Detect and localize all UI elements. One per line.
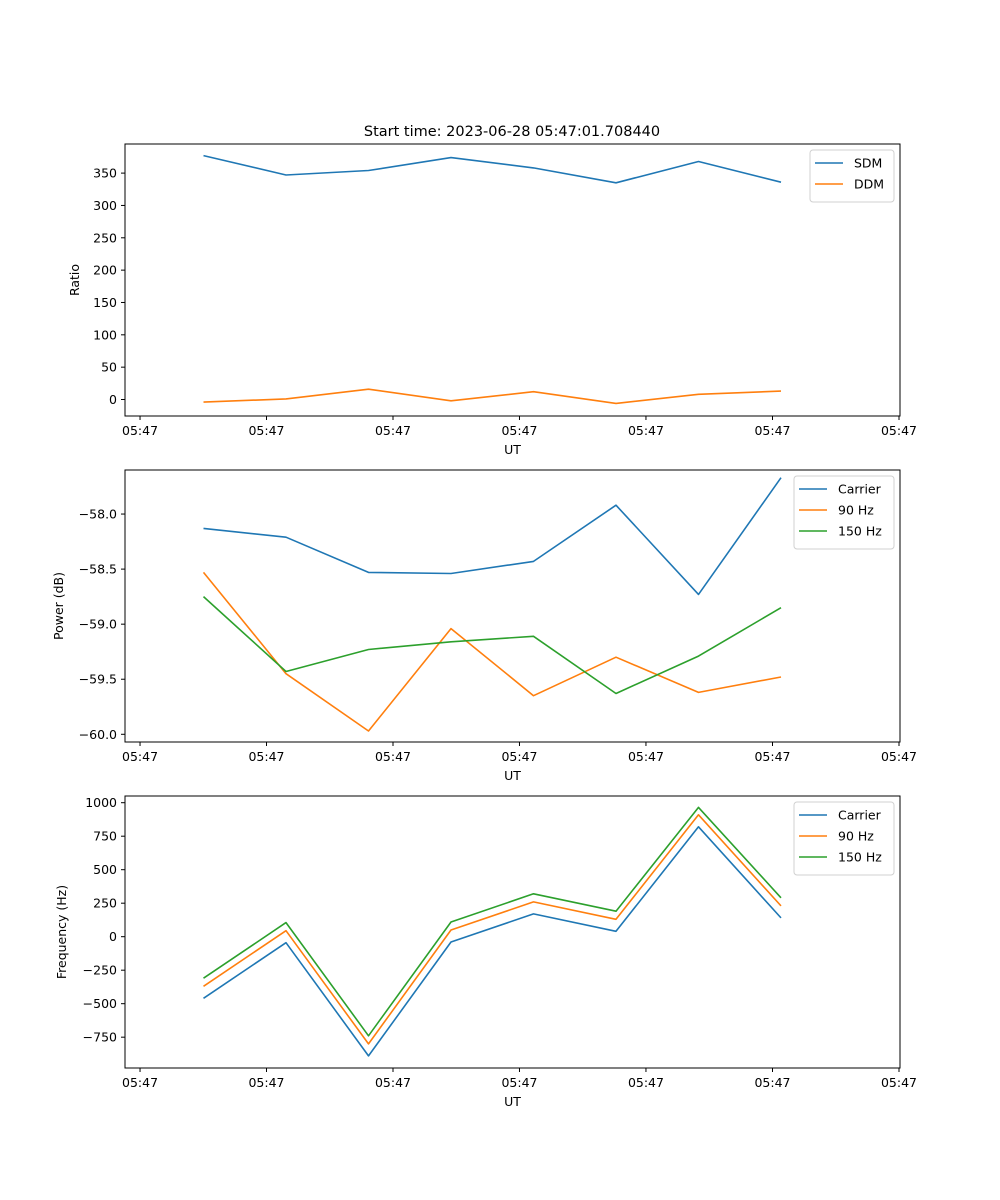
series-line-carrier: [203, 825, 782, 1057]
x-tick-label: 05:47: [881, 423, 917, 438]
legend: Carrier 90 Hz 150 Hz: [793, 475, 895, 550]
chart-panel-2: 05:47 05:47 05:47 05:47 05:47 05:47 05:47 −60.0…: [51, 469, 917, 783]
legend-label: Carrier: [838, 808, 882, 823]
x-tick-label: 05:47: [248, 749, 284, 764]
x-tick-label: 05:47: [628, 423, 664, 438]
series-line-90-hz: [202, 571, 782, 732]
x-tick-label: 05:47: [501, 423, 537, 438]
y-tick-label: 1000: [85, 795, 117, 810]
x-axis-label: UT: [504, 442, 521, 457]
legend-label: 90 Hz: [838, 829, 874, 844]
y-tick-label: −500: [83, 996, 117, 1011]
legend-label: SDM: [854, 156, 882, 171]
legend-label: Carrier: [838, 482, 882, 497]
y-tick-label: 750: [93, 829, 117, 844]
axes-frame: [124, 469, 901, 743]
y-tick-label: −59.0: [79, 617, 117, 632]
series-line-90-hz: [203, 813, 782, 1045]
y-tick-label: 300: [93, 198, 117, 213]
y-tick-label: 200: [93, 263, 117, 278]
legend-label: DDM: [854, 177, 884, 192]
y-tick-label: 100: [93, 327, 117, 342]
y-tick-label: 250: [93, 896, 117, 911]
chart-panels: 05:47 05:47 05:47 05:47 05:47 05:47 05:47 0 50 10…: [51, 143, 917, 1109]
x-axis-label: UT: [504, 768, 521, 783]
x-tick-label: 05:47: [122, 749, 158, 764]
x-tick-label: 05:47: [881, 1075, 917, 1090]
legend-label: 90 Hz: [838, 503, 874, 518]
series-line-150-hz: [202, 596, 782, 695]
chart-panel-1: 05:47 05:47 05:47 05:47 05:47 05:47 05:47 0 50 10…: [67, 143, 917, 457]
y-tick-label: 500: [93, 862, 117, 877]
legend: Carrier 90 Hz 150 Hz: [793, 801, 895, 876]
series-line-ddm: [203, 388, 782, 405]
y-tick-label: 50: [101, 360, 117, 375]
axes-frame: [124, 795, 901, 1069]
figure-title: Start time: 2023-06-28 05:47:01.708440: [364, 124, 660, 140]
x-tick-label: 05:47: [628, 749, 664, 764]
y-tick-label: −58.5: [79, 562, 117, 577]
x-tick-label: 05:47: [122, 423, 158, 438]
x-tick-label: 05:47: [248, 423, 284, 438]
x-tick-label: 05:47: [122, 1075, 158, 1090]
x-tick-label: 05:47: [754, 1075, 790, 1090]
x-tick-label: 05:47: [248, 1075, 284, 1090]
y-tick-label: −250: [83, 963, 117, 978]
y-tick-label: −60.0: [79, 727, 117, 742]
series-line-150-hz: [203, 806, 782, 1037]
series-line-carrier: [203, 477, 782, 596]
x-tick-label: 05:47: [881, 749, 917, 764]
y-tick-label: −750: [83, 1030, 117, 1045]
x-tick-label: 05:47: [754, 423, 790, 438]
legend-label: 150 Hz: [838, 850, 882, 865]
y-tick-label: 0: [109, 392, 117, 407]
y-tick-label: 150: [93, 295, 117, 310]
y-tick-label: 0: [109, 929, 117, 944]
x-tick-label: 05:47: [375, 423, 411, 438]
x-tick-label: 05:47: [501, 749, 537, 764]
x-tick-label: 05:47: [375, 749, 411, 764]
x-tick-label: 05:47: [501, 1075, 537, 1090]
legend-label: 150 Hz: [838, 524, 882, 539]
series-line-sdm: [203, 154, 782, 184]
x-tick-label: 05:47: [754, 749, 790, 764]
y-axis-label: Frequency (Hz): [54, 885, 69, 979]
axes-frame: [124, 143, 901, 417]
x-axis-label: UT: [504, 1094, 521, 1109]
x-tick-label: 05:47: [375, 1075, 411, 1090]
legend: SDM DDM: [809, 149, 895, 203]
x-tick-label: 05:47: [628, 1075, 664, 1090]
y-tick-label: 250: [93, 230, 117, 245]
y-tick-label: −58.0: [79, 507, 117, 522]
y-axis-label: Ratio: [67, 264, 82, 296]
y-tick-label: 350: [93, 166, 117, 181]
y-tick-label: −59.5: [79, 672, 117, 687]
chart-panel-3: 05:47 05:47 05:47 05:47 05:47 05:47 05:47 −750 −…: [54, 795, 917, 1109]
y-axis-label: Power (dB): [51, 572, 66, 640]
